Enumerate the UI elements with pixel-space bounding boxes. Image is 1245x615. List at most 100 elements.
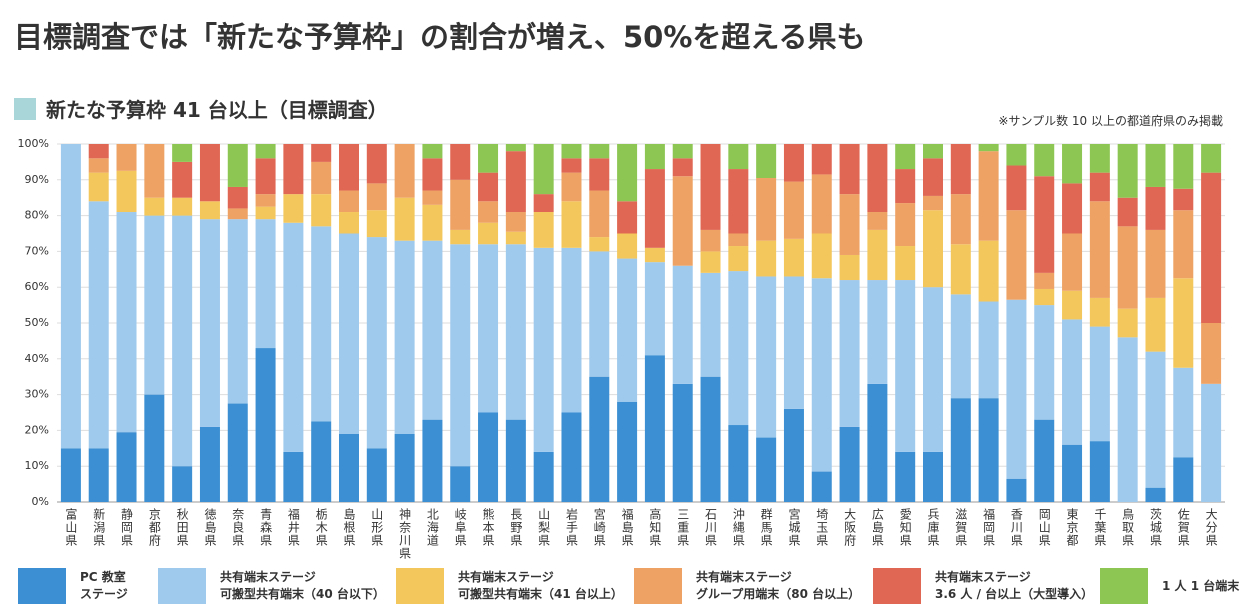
bar-segment [728,144,749,170]
bar-segment [978,151,999,241]
x-tick-label: 大分県 [1204,508,1218,547]
legend-swatch [18,568,66,604]
x-tick-label: 東京都 [1065,508,1079,547]
bar-segment [422,158,443,191]
bar-segment [283,451,304,502]
bar-segment [283,194,304,223]
bar-segment [700,272,721,377]
bar-segment [144,394,165,502]
x-tick-label: 青森県 [259,508,273,547]
bar-segment [478,222,499,245]
bar-segment [756,144,777,179]
bar-segment [339,233,359,434]
bar-segment [1006,144,1027,166]
bar-segment [255,348,276,502]
x-tick-label: 滋賀県 [954,508,968,547]
bar-segment [366,210,387,238]
bar-segment [839,194,860,255]
bar-segment [923,451,943,502]
bar-segment [561,201,582,248]
x-tick-label: 宮城県 [787,507,801,547]
x-tick-label: 山梨県 [537,508,551,547]
bar-segment [811,278,832,472]
bar-segment [172,144,193,162]
bar-segment [533,212,554,248]
bar-segment [895,203,916,247]
x-tick-label: 秋田県 [175,508,189,547]
bar-segment [505,419,526,502]
bar-segment [700,229,721,252]
x-tick-label: 三重県 [676,508,690,547]
bar-segment [478,172,499,202]
x-tick-label: 茨城県 [1148,508,1162,547]
x-tick-label: 大阪府 [843,508,857,547]
y-tick-label: 50% [25,316,49,329]
bar-segment [1173,188,1194,211]
bar-segment [505,231,526,245]
bar-segment [533,451,554,502]
bar-segment [255,219,276,349]
legend-item: 共有端末ステージ 可搬型共有端末（41 台以上） [396,568,623,604]
legend-swatch [396,568,444,604]
bar-segment [394,433,415,502]
bar-segment [366,237,387,449]
bar-segment [394,197,415,241]
bar-segment [589,190,610,238]
bar-segment [978,398,999,502]
bar-segment [339,212,359,234]
bar-segment [1034,419,1055,502]
bar-segment [895,280,916,452]
bar-segment [756,437,777,502]
bar-segment [311,161,332,195]
chart: 0% 10% 20% 30% 40% 50% 60% 70% 80% 90% 100% 富山県 新潟県静… [18,137,1225,560]
bar-segment [978,301,999,399]
bar-segment [867,229,888,281]
bar-segment [533,194,554,213]
bar-segment [644,247,665,263]
bar-segment [450,229,471,245]
bar-segment [1117,144,1138,198]
bar-segment [450,144,471,180]
bar-segment [783,408,804,502]
x-tick-label: 山形県 [370,508,384,547]
bar-segment [672,265,693,384]
bar-segment [1062,290,1083,320]
legend-item: PC 教室 ステージ [18,568,128,604]
bar-segment [1062,144,1083,184]
bar-segment [227,403,248,502]
x-tick-label: 岐阜県 [453,508,467,547]
bar-segment [1173,457,1194,502]
bar-segment [172,215,193,467]
x-tick-label: 埼玉県 [815,508,829,547]
bar-segment [450,179,471,230]
bar-segment [311,144,332,162]
bar-segment [867,212,888,230]
bar-segment [1089,326,1110,442]
legend-label: 共有端末ステージ グループ用端末（80 台以上） [696,570,861,601]
bar-segment [839,280,860,427]
y-tick-label: 70% [25,244,49,257]
bar-segment [672,144,693,159]
bar-segment [116,432,137,502]
bar-segment [839,426,860,502]
bar-segment [839,254,860,281]
x-tick-label: 奈良県 [231,508,245,547]
bar-segment [533,144,554,195]
bar-segment [950,398,971,502]
bar-segment [978,240,999,302]
x-tick-label: 兵庫県 [926,508,940,547]
bar-segment [1145,351,1166,488]
x-tick-label: 富山県 [64,507,78,547]
bar-segment [144,197,165,216]
bar-segment [811,144,832,175]
bar-segment [88,172,109,202]
bar-segment [589,376,610,502]
bar-segment [644,169,665,248]
legend-swatch [634,568,682,604]
bar-segment [895,169,916,204]
bar-segment [450,466,471,502]
bar-segment [116,170,137,213]
bar-segment [783,238,804,277]
bar-segment [505,144,526,152]
bar-segment [923,210,943,288]
